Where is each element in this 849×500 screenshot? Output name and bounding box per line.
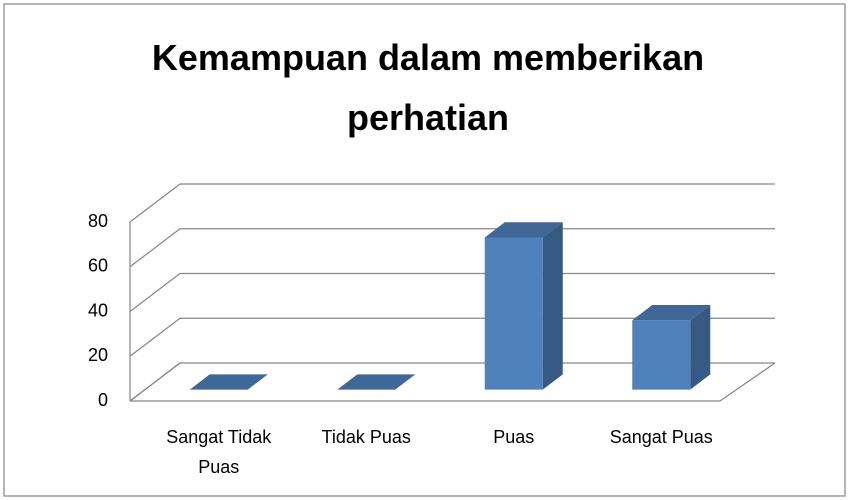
y-tick-label: 80 [88, 211, 108, 231]
x-tick-label: Tidak Puas [322, 427, 411, 447]
y-tick-label: 0 [98, 390, 108, 410]
bar [189, 374, 268, 390]
bar [337, 374, 416, 390]
bar-top [632, 305, 711, 321]
grid-line [129, 317, 775, 357]
bar-top [189, 374, 268, 390]
bar-front [484, 237, 543, 390]
y-tick-label: 20 [88, 345, 108, 365]
x-tick-label: Puas [493, 427, 534, 447]
grid-line [129, 362, 775, 402]
bar-side [542, 222, 563, 390]
grid-line [129, 228, 775, 268]
bar-front [632, 320, 691, 390]
bar-top [337, 374, 416, 390]
bar-top [484, 222, 563, 238]
chart-title: Kemampuan dalam memberikan perhatian [152, 37, 704, 138]
chart-frame [3, 3, 846, 497]
bar [632, 305, 711, 390]
bar-side [690, 305, 711, 390]
x-tick-label: Sangat Tidak Puas [166, 427, 272, 477]
x-tick-label: Sangat Puas [610, 427, 713, 447]
y-tick-label: 60 [88, 256, 108, 276]
y-tick-label: 40 [88, 300, 108, 320]
grid-line [129, 183, 775, 223]
bar [484, 222, 563, 390]
grid-line [129, 272, 775, 312]
